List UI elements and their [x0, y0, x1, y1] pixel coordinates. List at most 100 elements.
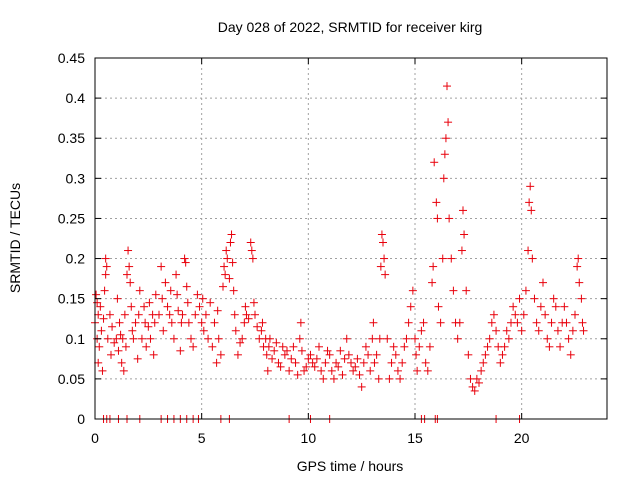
data-point — [527, 206, 536, 215]
data-point — [562, 318, 571, 327]
data-point — [141, 318, 150, 327]
data-point — [332, 358, 341, 367]
data-point — [140, 302, 149, 311]
y-tick-label: 0.1 — [66, 331, 86, 347]
data-point — [135, 286, 144, 295]
data-point — [142, 342, 151, 351]
data-point — [370, 358, 379, 367]
data-point — [389, 342, 398, 351]
data-point — [176, 346, 185, 355]
data-point — [443, 82, 451, 91]
data-point — [564, 334, 573, 343]
data-point — [204, 334, 213, 343]
data-point — [128, 326, 137, 335]
data-point — [377, 230, 386, 239]
y-axis-label: SRMTID / TECUs — [7, 183, 23, 293]
data-point — [323, 346, 332, 355]
data-point — [355, 370, 364, 379]
data-point — [295, 334, 304, 343]
data-point — [374, 374, 383, 383]
data-point — [396, 374, 405, 383]
data-point — [220, 262, 229, 271]
data-point — [110, 338, 119, 347]
data-point — [361, 342, 370, 351]
data-point — [412, 350, 421, 359]
data-point — [380, 254, 389, 263]
data-point — [429, 262, 438, 271]
data-point — [189, 342, 198, 351]
data-point — [134, 310, 143, 319]
data-point — [578, 318, 587, 327]
data-point — [317, 366, 326, 375]
data-point — [236, 338, 245, 347]
data-point — [230, 310, 239, 319]
data-point — [575, 278, 584, 287]
data-point — [547, 318, 556, 327]
data-point — [241, 302, 250, 311]
data-point — [468, 382, 477, 391]
data-point — [150, 318, 159, 327]
data-point — [187, 334, 195, 343]
data-point — [369, 318, 378, 327]
data-point — [158, 294, 167, 303]
data-point — [509, 302, 518, 311]
x-tick-label: 5 — [198, 430, 206, 446]
data-point — [242, 310, 251, 319]
data-point — [253, 322, 262, 331]
data-point — [193, 290, 202, 299]
data-point — [265, 334, 274, 343]
data-point — [210, 318, 219, 327]
data-point — [201, 310, 210, 319]
data-point — [157, 262, 166, 271]
data-point — [385, 374, 394, 383]
data-point — [428, 278, 437, 287]
tick-labels: 0 0.05 0.1 0.15 0.2 0.25 0.3 0.35 0.4 0.45 0 5 10 15 2… — [58, 50, 530, 446]
data-point — [534, 326, 543, 335]
data-point — [180, 254, 189, 263]
data-point — [167, 318, 176, 327]
data-point — [173, 290, 182, 299]
y-tick-label: 0.25 — [58, 210, 85, 226]
data-point — [129, 334, 138, 343]
data-point — [500, 342, 509, 351]
data-point — [302, 362, 311, 371]
data-point — [213, 306, 222, 315]
data-point — [214, 334, 223, 343]
data-point — [483, 342, 492, 351]
y-tick-label: 0.4 — [66, 90, 86, 106]
data-point — [222, 246, 231, 255]
data-point — [161, 278, 170, 287]
data-point — [319, 374, 328, 383]
data-point — [551, 302, 560, 311]
data-point — [421, 358, 430, 367]
data-point — [99, 314, 108, 323]
data-point — [366, 366, 375, 375]
data-point — [94, 358, 103, 367]
data-point — [475, 378, 483, 387]
data-point — [118, 334, 127, 343]
data-point — [556, 342, 565, 351]
data-point — [372, 350, 381, 359]
data-point — [268, 354, 277, 363]
data-point — [436, 318, 445, 327]
data-point — [423, 366, 432, 375]
data-point — [145, 298, 154, 307]
axis-ticks — [94, 57, 607, 420]
data-point — [172, 270, 181, 279]
data-point — [444, 118, 453, 127]
data-point — [513, 318, 522, 327]
data-point — [93, 298, 102, 307]
data-point — [515, 294, 524, 303]
data-point — [240, 318, 249, 327]
data-point — [206, 298, 215, 307]
data-point — [376, 262, 385, 271]
data-point — [247, 246, 256, 255]
data-point — [487, 318, 496, 327]
data-point — [257, 326, 266, 335]
data-point — [447, 254, 456, 263]
data-point — [528, 254, 537, 263]
data-point — [208, 342, 217, 351]
data-point — [560, 302, 569, 311]
data-point — [340, 354, 349, 363]
